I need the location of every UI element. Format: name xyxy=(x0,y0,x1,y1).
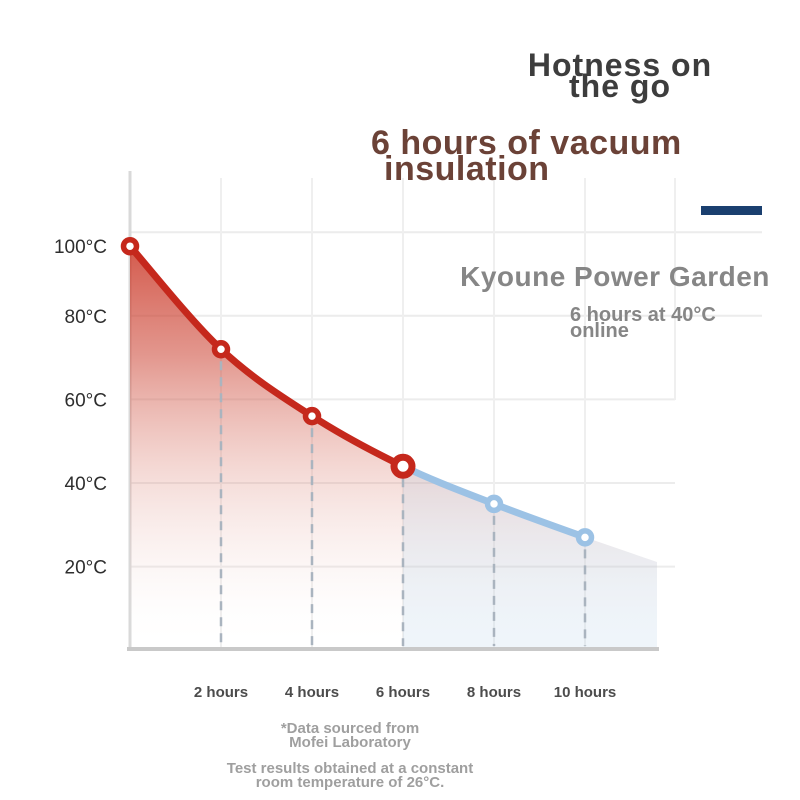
svg-text:80°C: 80°C xyxy=(65,307,107,328)
brand-tagline: 6 hours at 40°C online xyxy=(570,304,716,342)
y-axis-labels: 100°C 80°C 60°C 40°C 20°C xyxy=(54,237,107,578)
footnote-source-line2: Mofei Laboratory xyxy=(289,733,411,751)
brand-name: Kyoune Power Garden xyxy=(460,261,770,292)
page-title: Hotness on the go xyxy=(425,47,800,105)
svg-text:4 hours: 4 hours xyxy=(285,684,339,701)
page-subtitle-line2: insulation xyxy=(384,149,550,188)
accent-bar xyxy=(701,206,762,215)
svg-text:100°C: 100°C xyxy=(54,237,107,258)
page-title-line1: Hotness on xyxy=(527,47,713,83)
page-title-line2: the go xyxy=(569,68,671,105)
x-axis-labels: 2 hours 4 hours 6 hours 8 hours 10 hours xyxy=(194,684,616,701)
area-fill xyxy=(130,246,657,647)
brand-tagline-line2: online xyxy=(570,320,629,342)
footnote-test-conditions: Test results obtained at a constant room… xyxy=(150,760,550,791)
svg-text:6 hours: 6 hours xyxy=(376,684,430,701)
page-subtitle: 6 hours of vacuum insulation xyxy=(371,124,682,188)
dashed-guide-lines xyxy=(219,361,587,646)
svg-text:60°C: 60°C xyxy=(65,390,107,411)
footnote-conditions-line2: room temperature of 26°C. xyxy=(255,773,445,791)
data-point-markers xyxy=(120,236,595,547)
svg-text:10 hours: 10 hours xyxy=(554,684,617,701)
footnote-conditions-line1: Test results obtained at a constant xyxy=(226,760,474,777)
svg-text:8 hours: 8 hours xyxy=(467,684,521,701)
page-subtitle-line1: 6 hours of vacuum xyxy=(371,124,682,162)
footnote-source-line1: *Data sourced from xyxy=(280,720,420,737)
svg-text:40°C: 40°C xyxy=(65,474,107,495)
brand-tagline-line1: 6 hours at 40°C xyxy=(570,304,716,326)
footnote-data-source: *Data sourced from Mofei Laboratory xyxy=(150,720,550,751)
svg-text:20°C: 20°C xyxy=(65,558,107,579)
svg-text:2 hours: 2 hours xyxy=(194,684,248,701)
